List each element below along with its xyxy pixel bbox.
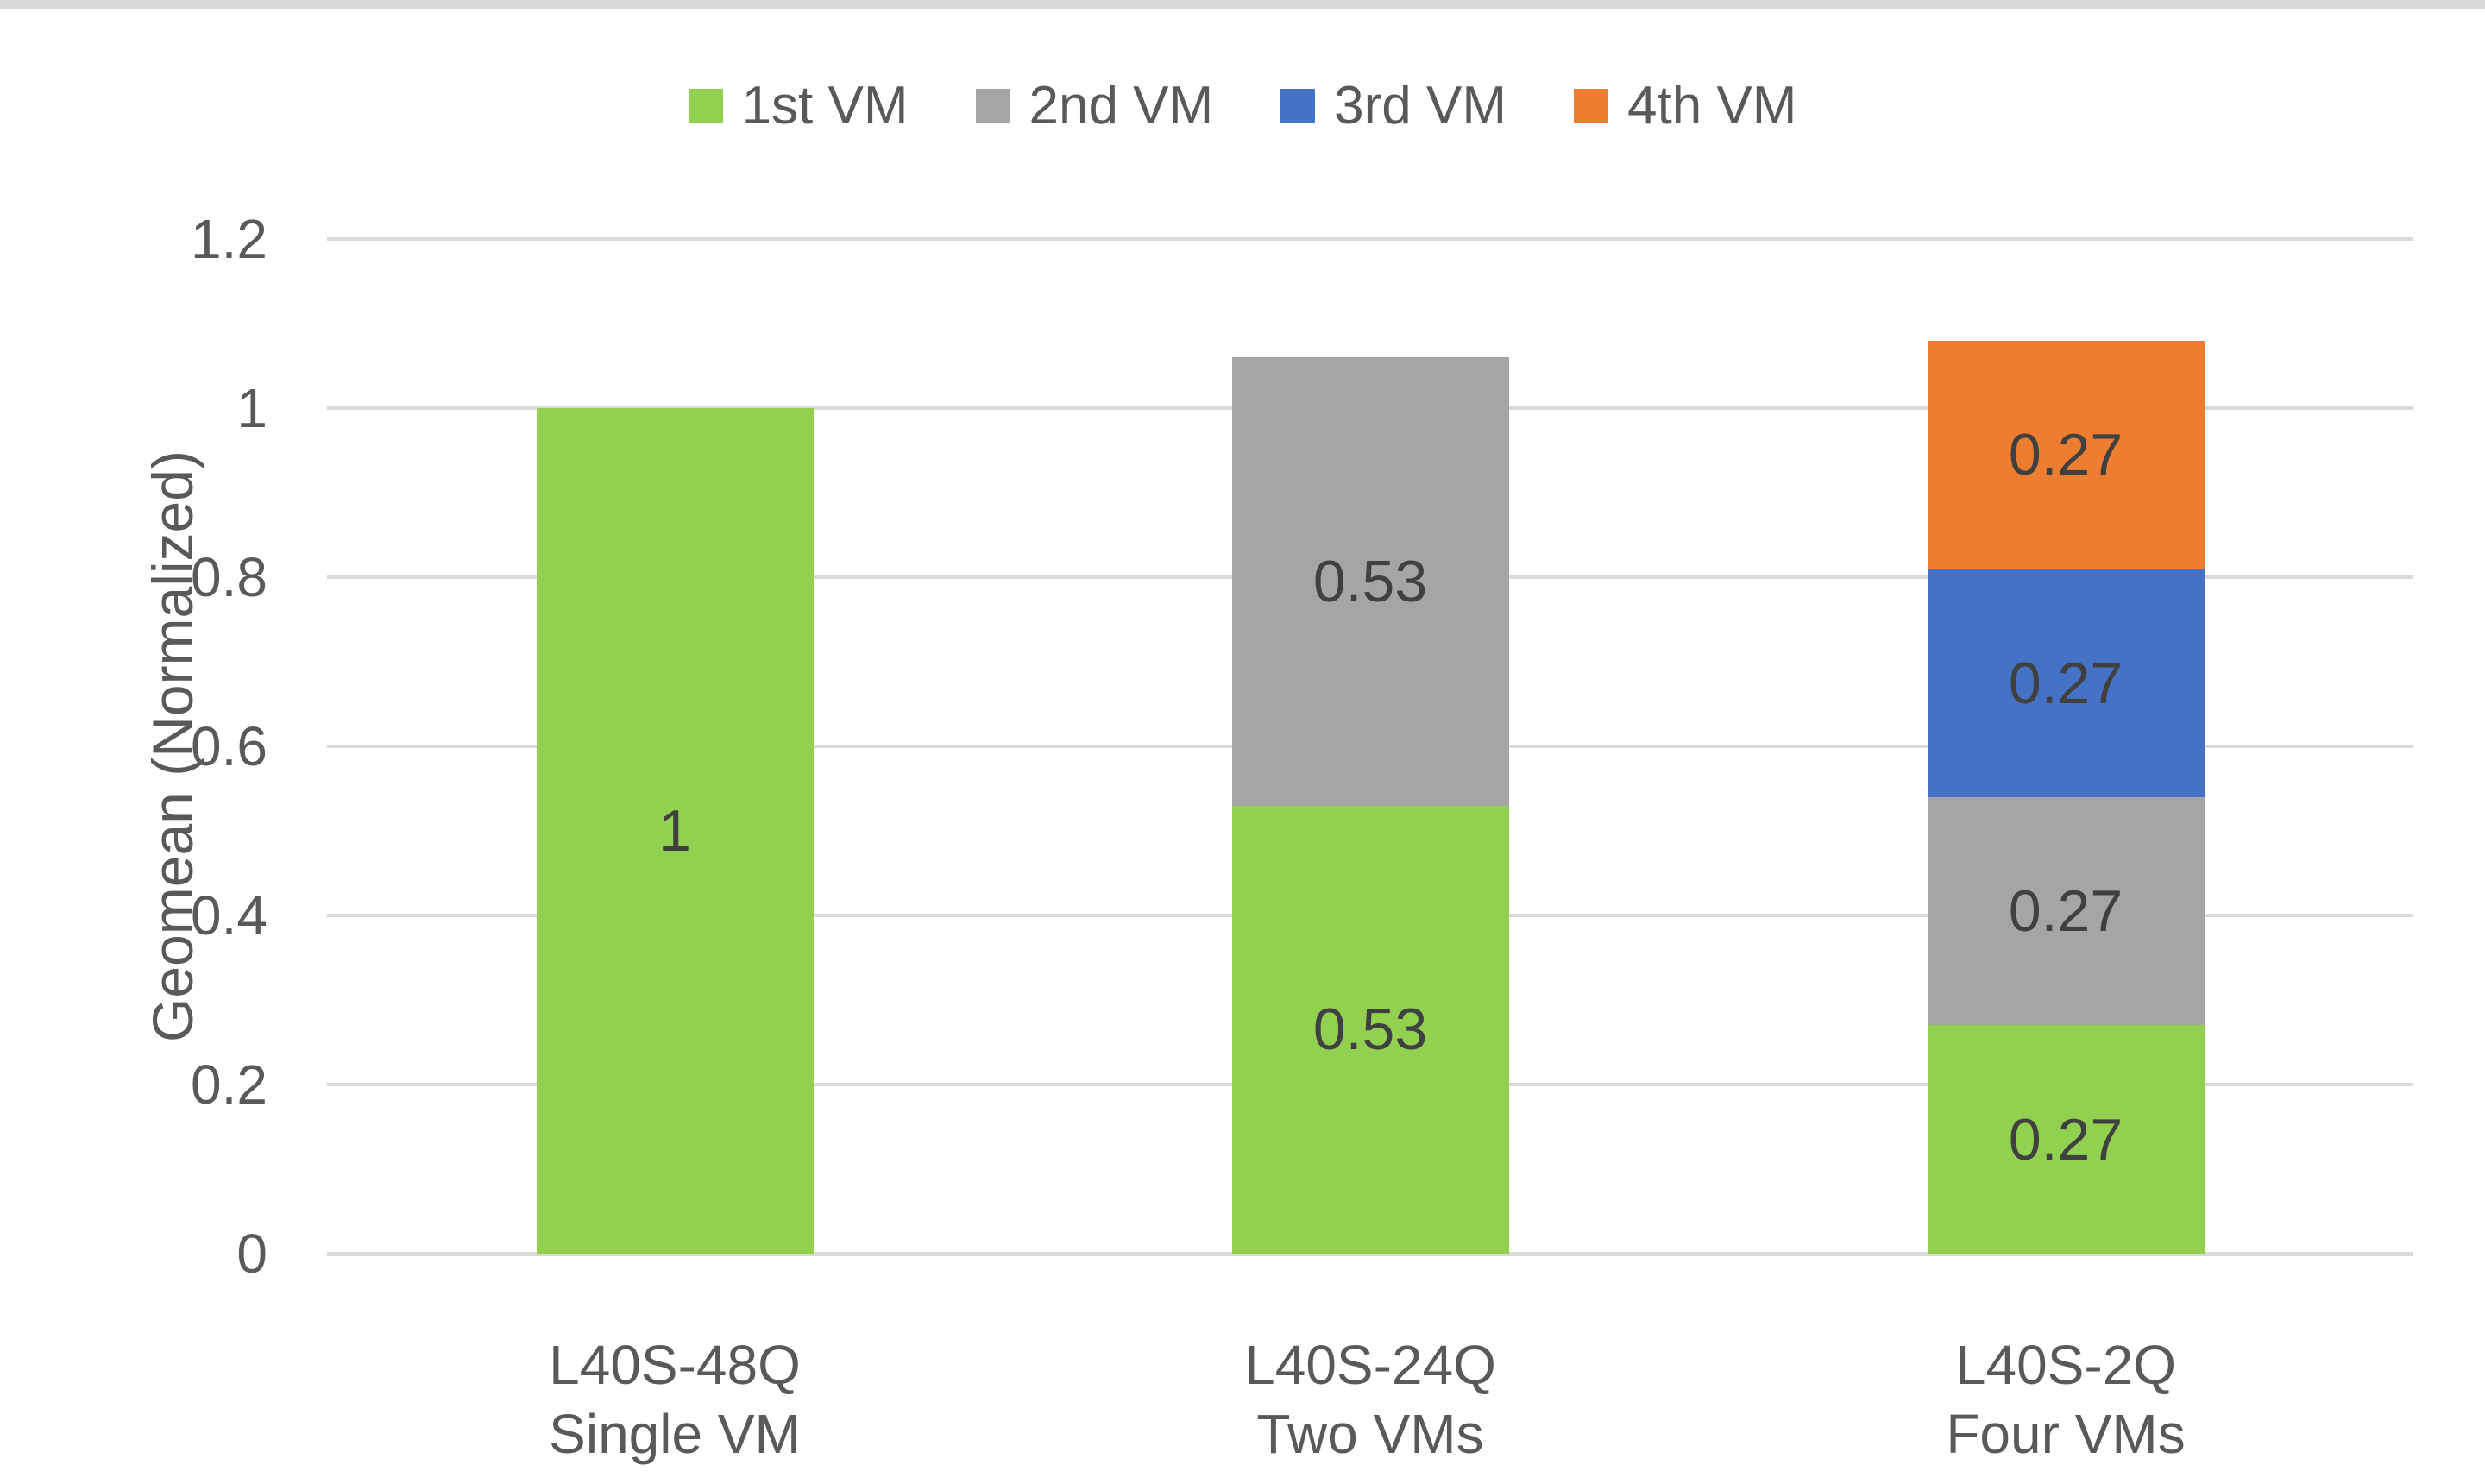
- x-category-label-line2: Single VM: [549, 1403, 801, 1465]
- y-tick-label: 0.8: [191, 546, 267, 608]
- data-label: 0.27: [2008, 1106, 2123, 1173]
- legend-label: 1st VM: [741, 76, 909, 135]
- legend-swatch-icon: [688, 89, 723, 123]
- y-tick-label: 0: [236, 1223, 267, 1285]
- x-category-label-line1: L40S-24Q: [1244, 1334, 1496, 1396]
- x-category-label: L40S-24Q Two VMs: [1094, 1330, 1646, 1468]
- bar-segment-1st-vm: [1231, 805, 1509, 1254]
- legend-swatch-icon: [1280, 89, 1316, 123]
- bar-segment-1st-vm: [1927, 1025, 2205, 1254]
- x-category-label-line2: Two VMs: [1256, 1403, 1484, 1465]
- x-category-label: L40S-48Q Single VM: [399, 1330, 951, 1468]
- bar-segment-4th-vm: [1927, 340, 2205, 569]
- gridline: [327, 237, 2413, 241]
- y-tick-label: 1.2: [191, 208, 267, 270]
- data-label: 0.27: [2008, 878, 2123, 945]
- legend-label: 2nd VM: [1029, 76, 1214, 135]
- legend-swatch-icon: [975, 89, 1010, 123]
- bar-segment-2nd-vm: [1231, 357, 1509, 806]
- data-label: 0.27: [2008, 650, 2123, 716]
- y-tick-label: 0.6: [191, 715, 267, 777]
- bar-segment-3rd-vm: [1927, 569, 2205, 797]
- legend-swatch-icon: [1574, 89, 1609, 123]
- y-tick-label: 0.2: [191, 1053, 267, 1116]
- legend-item-3rd-vm: 3rd VM: [1280, 79, 1507, 133]
- y-tick-label: 0.4: [191, 884, 267, 946]
- data-label: 0.27: [2008, 421, 2123, 487]
- legend-label: 4th VM: [1627, 76, 1797, 135]
- legend-item-2nd-vm: 2nd VM: [975, 76, 1214, 135]
- data-label: 0.53: [1312, 548, 1428, 614]
- legend-item-1st-vm: 1st VM: [688, 76, 909, 135]
- x-category-label-line2: Four VMs: [1946, 1403, 2186, 1465]
- x-axis-line: [327, 1251, 2413, 1256]
- x-category-label-line1: L40S-2Q: [1954, 1334, 2177, 1396]
- top-border-strip: [0, 0, 2485, 9]
- bar-segment-2nd-vm: [1927, 796, 2205, 1026]
- bar-segment-1st-vm: [536, 408, 814, 1254]
- data-label: 1: [658, 798, 691, 864]
- y-tick-label: 1: [236, 377, 267, 439]
- data-label: 0.53: [1312, 997, 1428, 1063]
- legend-item-4th-vm: 4th VM: [1574, 79, 1796, 133]
- legend-label: 3rd VM: [1334, 76, 1507, 135]
- x-category-label-line1: L40S-48Q: [549, 1334, 801, 1396]
- chart-legend: 1st VM 2nd VM 3rd VM 4th VM: [0, 79, 2485, 133]
- x-category-label: L40S-2Q Four VMs: [1790, 1330, 2342, 1468]
